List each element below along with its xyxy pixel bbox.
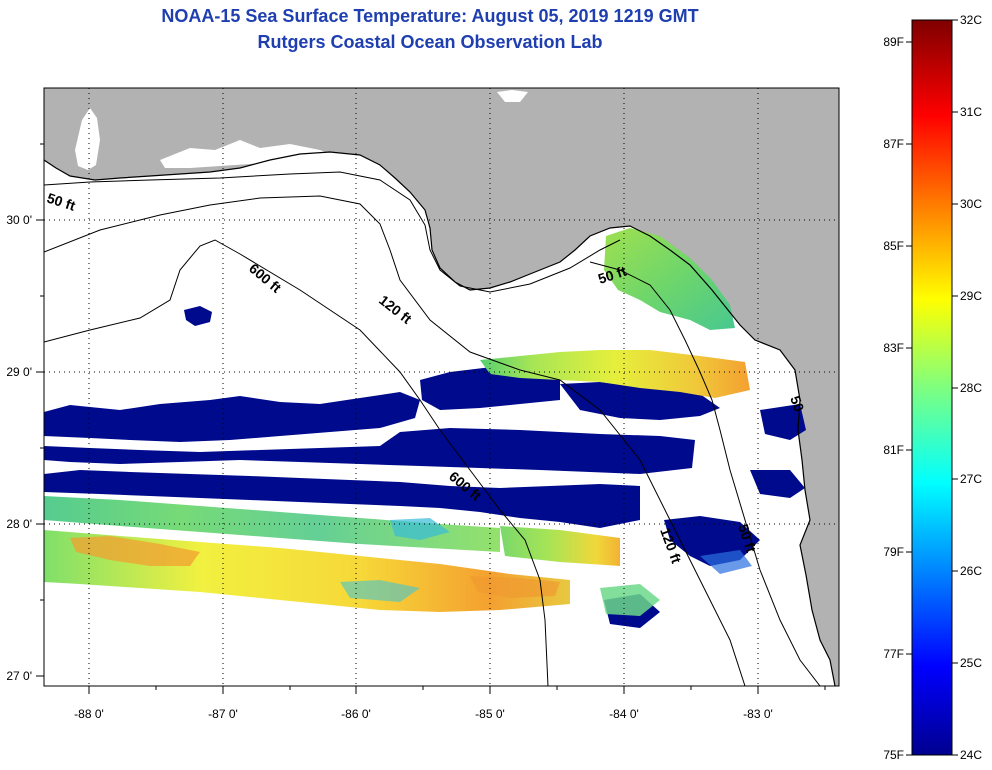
- colorbar-c-label: 27C: [960, 472, 982, 486]
- land-florida-alabama: [44, 88, 839, 686]
- inland-lake: [497, 90, 528, 102]
- sst-patch-green: [600, 584, 660, 616]
- colorbar-c-label: 26C: [960, 564, 982, 578]
- colorbar-c-label: 29C: [960, 289, 982, 303]
- sst-patch-blue: [700, 550, 752, 574]
- colorbar-f-label: 77F: [883, 647, 904, 661]
- lon-label: -83 0': [743, 707, 773, 721]
- map-subtitle: Rutgers Coastal Ocean Observation Lab: [257, 32, 603, 52]
- coastal-bays: [160, 140, 340, 168]
- colorbar-c-label: 32C: [960, 13, 982, 27]
- colorbar-ticks: [906, 19, 958, 756]
- lon-label: -84 0': [609, 707, 639, 721]
- mobile-bay: [75, 108, 100, 170]
- sst-band-top: [44, 496, 500, 552]
- sst-band-warm-east: [470, 576, 560, 598]
- colorbar-gradient: [911, 19, 953, 756]
- sst-band-warm-core: [70, 536, 200, 566]
- colorbar-c-label: 30C: [960, 197, 982, 211]
- coastline: [44, 151, 836, 686]
- colorbar-c-label: 31C: [960, 105, 982, 119]
- colorbar-f-label: 81F: [883, 443, 904, 457]
- lon-label: -85 0': [475, 707, 505, 721]
- sst-big-bend: [604, 228, 735, 330]
- colorbar-c-label: 28C: [960, 381, 982, 395]
- colorbar-f-label: 83F: [883, 341, 904, 355]
- axis-ticks: [36, 143, 826, 694]
- sst-band-mid: [500, 526, 620, 566]
- lon-label: -88 0': [74, 707, 104, 721]
- colorbar-c-label: 25C: [960, 656, 982, 670]
- map-title: NOAA-15 Sea Surface Temperature: August …: [161, 6, 699, 26]
- colorbar-f-label: 87F: [883, 137, 904, 151]
- lat-label: 27 0': [6, 669, 32, 683]
- depth-contours: [44, 171, 821, 686]
- lat-label: 28 0': [6, 517, 32, 531]
- colorbar-f-label: 89F: [883, 35, 904, 49]
- lat-label: 29 0': [6, 365, 32, 379]
- colorbar-c-label: 24C: [960, 748, 982, 762]
- depth-label: 50: [787, 394, 807, 414]
- colorbar-f-label: 79F: [883, 545, 904, 559]
- colorbar-f-label: 85F: [883, 239, 904, 253]
- lon-label: -86 0': [341, 707, 371, 721]
- sst-apalachee: [480, 350, 750, 398]
- lon-label: -87 0': [208, 707, 238, 721]
- colorbar-f-label: 75F: [883, 748, 904, 762]
- sst-patch-cyan2: [340, 580, 420, 602]
- lat-label: 30 0': [6, 213, 32, 227]
